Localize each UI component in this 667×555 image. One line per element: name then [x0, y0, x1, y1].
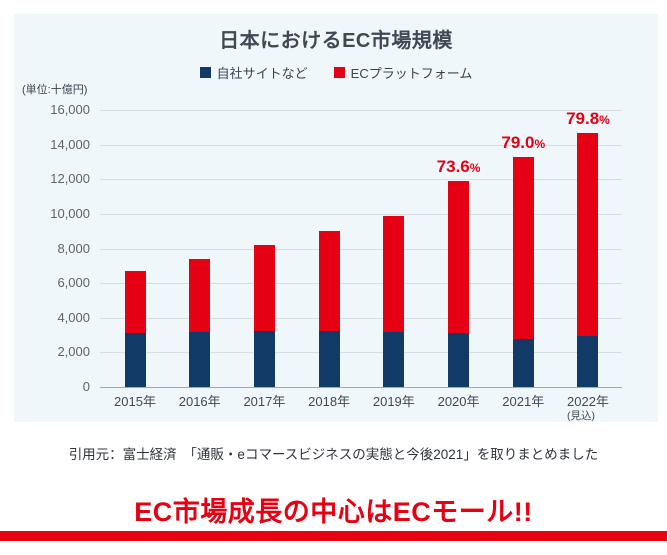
headline-text: EC市場成長の中心はECモール!!	[134, 497, 533, 527]
legend-swatch-icon	[333, 67, 345, 78]
bar-segment-own-site	[189, 331, 211, 387]
y-axis-tick-label: 8,000	[57, 240, 90, 256]
legend-label: ECプラットフォーム	[350, 66, 473, 81]
bar-segment-own-site	[124, 333, 146, 387]
bar-segment-ec-platform	[124, 271, 146, 334]
chart-legend: 自社サイトなど ECプラットフォーム	[14, 63, 658, 82]
x-axis-category-label: 2022年 (見込)	[567, 394, 609, 423]
percentage-annotation: 79.8%	[566, 108, 610, 128]
bar-segment-own-site	[383, 332, 405, 387]
bar-segment-ec-platform	[512, 156, 534, 339]
bar-segment-own-site	[577, 335, 599, 387]
bar-segment-own-site	[448, 332, 470, 387]
legend-item: 自社サイトなど	[199, 63, 308, 82]
y-axis-tick-label: 0	[82, 379, 90, 394]
x-axis-line	[100, 387, 622, 388]
bar-segment-ec-platform	[383, 215, 405, 333]
bar-segment-ec-platform	[189, 258, 211, 332]
source-citation: 引用元：富士経済 「通販・eコマースビジネスの実態と今後2021」を取りまとめま…	[68, 447, 599, 462]
x-axis-category-label: 2019年	[372, 394, 415, 409]
gridline	[100, 317, 622, 319]
x-axis-category-label: 2018年	[308, 394, 351, 409]
y-axis-tick-label: 10,000	[50, 205, 90, 221]
bar-segment-own-site	[512, 338, 534, 387]
gridline	[100, 179, 622, 181]
legend-label: 自社サイトなど	[216, 66, 308, 81]
bar-segment-ec-platform	[577, 132, 599, 336]
gridline	[100, 110, 622, 111]
unit-note: (単位:十億円)	[22, 84, 88, 96]
x-axis-category-label: 2015年	[114, 394, 156, 409]
y-axis-tick-label: 6,000	[57, 275, 90, 291]
bar-segment-ec-platform	[318, 231, 340, 331]
chart-plot-area: 16,000 14,000 12,000 10,000 8,000 6,000 4,000 2…	[50, 102, 622, 422]
y-axis-tick-label: 12,000	[50, 171, 90, 187]
chart-card: 日本におけるEC市場規模 自社サイトなど ECプラットフォーム (単位:十億円) …	[14, 14, 658, 422]
bar-segment-ec-platform	[253, 245, 275, 331]
gridline	[100, 352, 622, 354]
y-axis-tick-label: 4,000	[57, 309, 90, 325]
x-axis-category-label: 2016年	[178, 394, 221, 409]
bar-segment-own-site	[318, 330, 340, 387]
y-axis-tick-label: 14,000	[50, 136, 90, 152]
chart-title: 日本におけるEC市場規模	[219, 30, 453, 52]
percentage-annotation: 79.0%	[501, 132, 546, 152]
x-axis-category-label: 2021年	[502, 394, 545, 409]
gridline	[100, 248, 622, 250]
x-axis-category-label: 2020年	[437, 394, 480, 409]
percentage-annotation: 73.6%	[436, 156, 481, 176]
x-axis-category-label: 2017年	[243, 394, 286, 409]
legend-item: ECプラットフォーム	[333, 63, 473, 82]
gridline	[100, 283, 622, 285]
bar-segment-ec-platform	[448, 180, 470, 333]
bar-segment-own-site	[253, 330, 275, 387]
y-axis-tick-label: 2,000	[57, 344, 90, 360]
legend-swatch-icon	[199, 67, 211, 78]
gridline	[100, 213, 622, 215]
bottom-accent-bar	[0, 531, 667, 541]
gridline	[100, 144, 622, 146]
x-axis-category-note: (見込)	[567, 410, 596, 422]
y-axis-tick-label: 16,000	[50, 102, 90, 117]
